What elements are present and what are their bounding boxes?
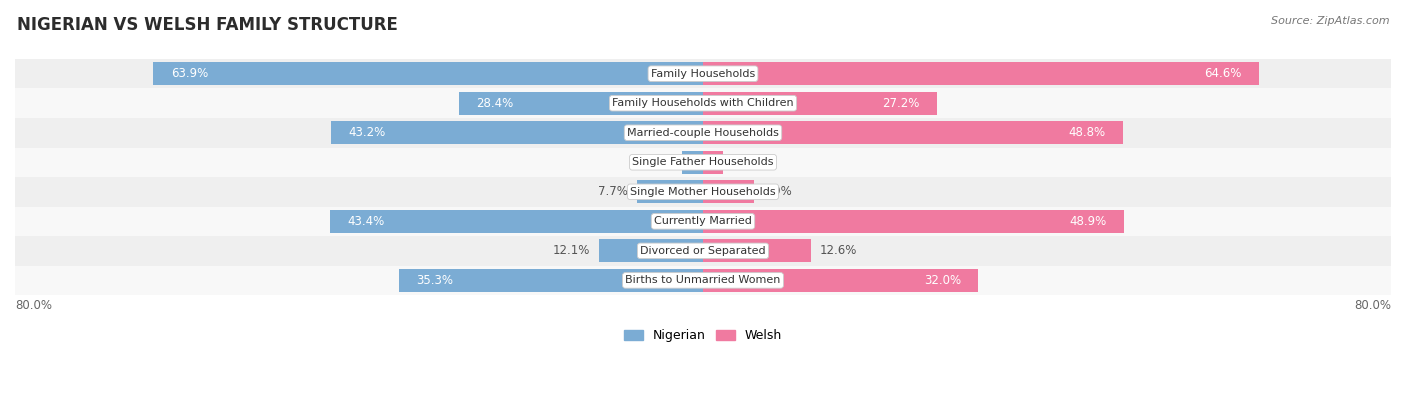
Text: Married-couple Households: Married-couple Households bbox=[627, 128, 779, 138]
Text: 64.6%: 64.6% bbox=[1204, 67, 1241, 80]
Text: 32.0%: 32.0% bbox=[924, 274, 960, 287]
Bar bbox=[15, 88, 1391, 118]
Bar bbox=[15, 118, 1391, 147]
Text: 28.4%: 28.4% bbox=[477, 97, 513, 110]
Text: 5.9%: 5.9% bbox=[762, 185, 792, 198]
Bar bbox=[15, 147, 1391, 177]
Bar bbox=[15, 177, 1391, 207]
Bar bbox=[153, 62, 703, 85]
Bar bbox=[15, 236, 1391, 265]
Text: 12.1%: 12.1% bbox=[553, 245, 591, 258]
Text: Source: ZipAtlas.com: Source: ZipAtlas.com bbox=[1271, 16, 1389, 26]
Text: 2.3%: 2.3% bbox=[731, 156, 761, 169]
Text: Single Father Households: Single Father Households bbox=[633, 157, 773, 167]
Bar bbox=[15, 207, 1391, 236]
Bar bbox=[15, 59, 1391, 88]
Bar bbox=[703, 180, 754, 203]
Bar bbox=[703, 151, 723, 174]
Bar bbox=[703, 210, 1123, 233]
Bar bbox=[682, 151, 703, 174]
Text: 48.9%: 48.9% bbox=[1069, 215, 1107, 228]
Bar bbox=[330, 210, 703, 233]
Text: 35.3%: 35.3% bbox=[416, 274, 454, 287]
Text: 80.0%: 80.0% bbox=[1354, 299, 1391, 312]
Text: Family Households: Family Households bbox=[651, 69, 755, 79]
Text: 27.2%: 27.2% bbox=[883, 97, 920, 110]
Bar bbox=[399, 269, 703, 292]
Text: NIGERIAN VS WELSH FAMILY STRUCTURE: NIGERIAN VS WELSH FAMILY STRUCTURE bbox=[17, 16, 398, 34]
Bar bbox=[703, 269, 979, 292]
Bar bbox=[332, 121, 703, 144]
Bar bbox=[599, 239, 703, 262]
Bar bbox=[458, 92, 703, 115]
Text: 80.0%: 80.0% bbox=[15, 299, 52, 312]
Text: 43.2%: 43.2% bbox=[349, 126, 385, 139]
Text: 43.4%: 43.4% bbox=[347, 215, 384, 228]
Bar bbox=[637, 180, 703, 203]
Bar bbox=[703, 239, 811, 262]
Bar bbox=[703, 92, 936, 115]
Text: Single Mother Households: Single Mother Households bbox=[630, 187, 776, 197]
Text: Births to Unmarried Women: Births to Unmarried Women bbox=[626, 275, 780, 286]
Legend: Nigerian, Welsh: Nigerian, Welsh bbox=[619, 324, 787, 347]
Text: Divorced or Separated: Divorced or Separated bbox=[640, 246, 766, 256]
Text: 7.7%: 7.7% bbox=[599, 185, 628, 198]
Bar bbox=[703, 62, 1258, 85]
Text: 48.8%: 48.8% bbox=[1069, 126, 1105, 139]
Bar bbox=[15, 265, 1391, 295]
Bar bbox=[703, 121, 1122, 144]
Text: 63.9%: 63.9% bbox=[170, 67, 208, 80]
Text: Family Households with Children: Family Households with Children bbox=[612, 98, 794, 108]
Text: 12.6%: 12.6% bbox=[820, 245, 858, 258]
Text: 2.4%: 2.4% bbox=[644, 156, 673, 169]
Text: Currently Married: Currently Married bbox=[654, 216, 752, 226]
